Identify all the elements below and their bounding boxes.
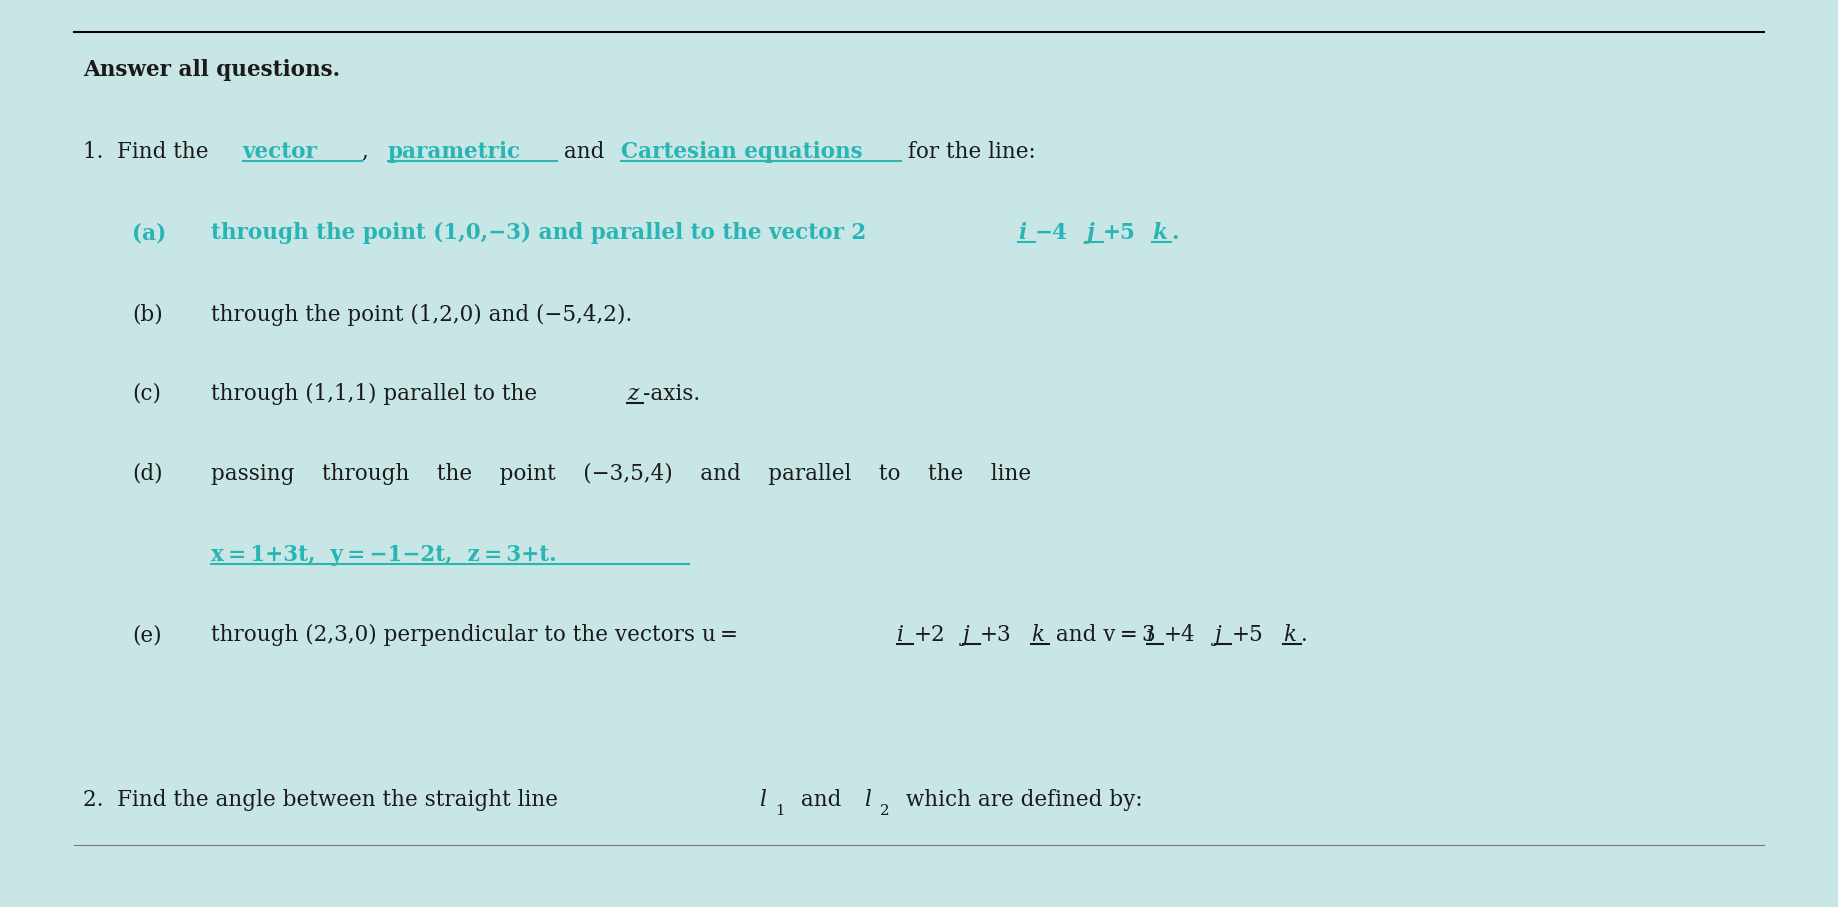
Text: passing    through    the    point    (−3,5,4)    and    parallel    to    the  : passing through the point (−3,5,4) and p…: [211, 463, 1031, 484]
Text: i: i: [1147, 624, 1154, 646]
Text: i: i: [897, 624, 904, 646]
Text: 2: 2: [880, 804, 890, 817]
Text: parametric: parametric: [388, 141, 520, 162]
Text: and: and: [557, 141, 612, 162]
Text: 1: 1: [776, 804, 785, 817]
Text: (a): (a): [132, 222, 167, 244]
Text: which are defined by:: which are defined by:: [899, 789, 1143, 811]
Text: l: l: [864, 789, 871, 811]
Text: +2: +2: [913, 624, 945, 646]
Text: Answer all questions.: Answer all questions.: [83, 59, 340, 81]
Text: and v = 3: and v = 3: [1049, 624, 1156, 646]
Text: j: j: [963, 624, 970, 646]
Text: j: j: [1086, 222, 1094, 244]
Text: +3: +3: [980, 624, 1011, 646]
Text: vector: vector: [243, 141, 318, 162]
Text: (e): (e): [132, 624, 162, 646]
Text: i: i: [1018, 222, 1026, 244]
Text: k: k: [1031, 624, 1044, 646]
Text: through the point (1,0,−3) and parallel to the vector 2: through the point (1,0,−3) and parallel …: [211, 222, 868, 244]
Text: j: j: [1215, 624, 1222, 646]
Text: k: k: [1152, 222, 1167, 244]
Text: k: k: [1283, 624, 1296, 646]
Text: z: z: [627, 383, 638, 405]
Text: x = 1+3t,  y = −1−2t,  z = 3+t.: x = 1+3t, y = −1−2t, z = 3+t.: [211, 544, 557, 566]
Text: 2.  Find the angle between the straight line: 2. Find the angle between the straight l…: [83, 789, 564, 811]
Text: ,: ,: [362, 141, 375, 162]
Text: .: .: [1301, 624, 1309, 646]
Text: l: l: [759, 789, 766, 811]
Text: and: and: [794, 789, 849, 811]
Text: (d): (d): [132, 463, 164, 484]
Text: 1.  Find the: 1. Find the: [83, 141, 215, 162]
Text: (b): (b): [132, 304, 164, 326]
Text: Cartesian equations: Cartesian equations: [621, 141, 862, 162]
Text: .: .: [1171, 222, 1178, 244]
Text: for the line:: for the line:: [901, 141, 1035, 162]
Text: through (1,1,1) parallel to the: through (1,1,1) parallel to the: [211, 383, 544, 405]
Text: +4: +4: [1163, 624, 1195, 646]
Text: +5: +5: [1231, 624, 1263, 646]
Text: through the point (1,2,0) and (−5,4,2).: through the point (1,2,0) and (−5,4,2).: [211, 304, 632, 326]
Text: through (2,3,0) perpendicular to the vectors u =: through (2,3,0) perpendicular to the vec…: [211, 624, 743, 646]
Text: +5: +5: [1103, 222, 1136, 244]
Text: (c): (c): [132, 383, 162, 405]
Text: −4: −4: [1035, 222, 1068, 244]
Text: -axis.: -axis.: [643, 383, 700, 405]
